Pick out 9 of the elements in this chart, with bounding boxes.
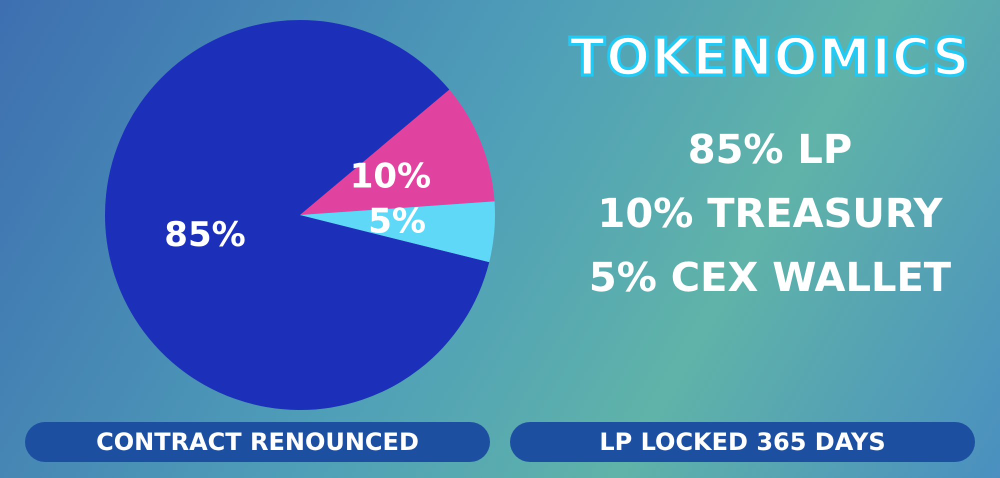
data-label: 10%	[350, 156, 432, 196]
data-label: 5%	[368, 201, 426, 242]
text: 85% LP	[686, 126, 854, 175]
text: TOKENOMICS	[568, 28, 972, 88]
data-label: 85%	[164, 214, 246, 255]
text: 5% CEX WALLET	[588, 254, 952, 303]
text: CONTRACT RENOUNCED	[25, 422, 490, 462]
text: 10% TREASURY	[596, 190, 944, 239]
text: LP LOCKED 365 DAYS	[510, 422, 975, 462]
